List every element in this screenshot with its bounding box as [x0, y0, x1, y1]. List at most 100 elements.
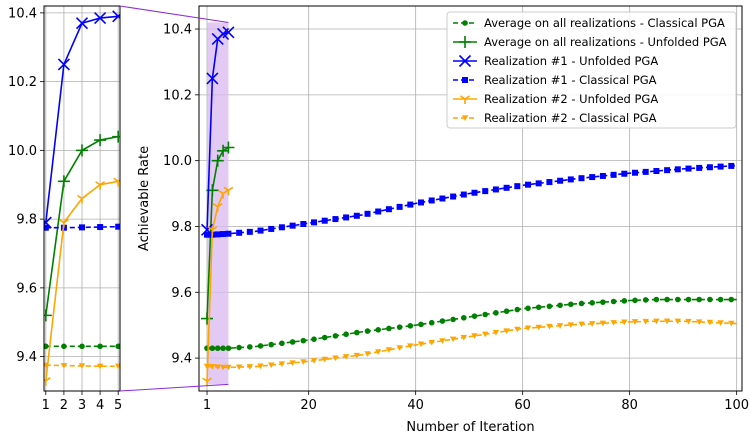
main-data-point	[696, 319, 703, 325]
inset-data-point	[95, 181, 106, 190]
inset-y-tick-label: 10.0	[8, 144, 37, 159]
inset-axes-frame	[43, 5, 121, 392]
inset-data-point	[75, 17, 89, 30]
main-data-point	[450, 316, 456, 323]
main-data-point	[546, 179, 553, 186]
main-data-point	[203, 363, 211, 370]
inset-data-point	[44, 362, 50, 369]
zoom-connector-bottom	[119, 383, 229, 392]
legend-marker	[462, 77, 468, 83]
inset-data-point	[94, 11, 107, 25]
main-data-point	[321, 356, 328, 363]
main-data-point	[375, 326, 382, 333]
main-data-point	[514, 326, 521, 333]
main-data-point	[439, 195, 446, 202]
main-data-point	[663, 318, 671, 325]
main-data-point	[364, 210, 371, 217]
main-data-point	[207, 226, 218, 235]
main-data-point	[206, 72, 219, 85]
main-data-point	[664, 296, 670, 303]
main-data-point	[211, 154, 224, 167]
main-data-point	[407, 343, 414, 349]
main-data-point	[268, 362, 275, 369]
main-data-point	[471, 313, 478, 319]
inset-data-point	[79, 343, 85, 350]
main-data-point	[225, 345, 232, 352]
inset-data-point	[44, 216, 52, 229]
main-data-point	[247, 344, 253, 350]
main-data-point	[621, 298, 628, 304]
main-axes-frame	[198, 5, 743, 392]
main-data-point	[279, 340, 285, 347]
main-data-point	[503, 184, 510, 191]
main-data-point	[685, 296, 692, 303]
legend-marker	[459, 36, 471, 48]
main-data-point	[209, 364, 216, 370]
main-x-tick-label: 40	[407, 398, 424, 413]
main-data-point	[289, 222, 296, 229]
main-data-point	[428, 319, 435, 326]
main-data-point	[471, 333, 478, 339]
main-data-point	[364, 328, 371, 334]
main-data-point	[385, 347, 393, 353]
main-data-point	[218, 189, 229, 199]
main-data-point	[567, 322, 575, 328]
main-data-point	[696, 164, 703, 171]
main-data-point	[599, 172, 606, 179]
main-data-point	[235, 364, 243, 371]
main-data-point	[364, 351, 371, 357]
main-data-point	[503, 308, 510, 315]
inset-data-point	[44, 224, 49, 231]
main-y-axis-label: Achievable Rate	[137, 146, 152, 251]
main-data-point	[321, 217, 328, 224]
inset-data-point	[114, 363, 120, 370]
main-data-point	[386, 325, 392, 332]
main-zoom-highlight	[207, 22, 229, 385]
main-data-point	[674, 318, 682, 325]
main-data-point	[675, 296, 681, 303]
main-data-point	[482, 311, 489, 318]
main-data-point	[289, 339, 296, 345]
main-data-point	[599, 320, 607, 327]
main-data-point	[589, 321, 596, 327]
main-data-point	[220, 345, 226, 352]
main-data-point	[503, 328, 510, 334]
main-data-point	[653, 318, 660, 325]
main-data-point	[589, 300, 596, 306]
legend-entry-realization-2-unfolded-pga: Realization #2 - Unfolded PGA	[484, 92, 658, 106]
inset-x-tick-label: 3	[78, 398, 86, 413]
inset-x-tick-label: 1	[42, 398, 50, 413]
main-data-point	[311, 219, 318, 226]
main-data-point	[600, 299, 606, 305]
main-data-point	[223, 186, 234, 196]
main-data-point	[728, 296, 735, 303]
main-data-point	[653, 296, 660, 303]
main-y-tick-label: 10.2	[163, 88, 192, 103]
main-data-point	[482, 331, 489, 338]
main-data-point	[236, 344, 242, 351]
main-data-point	[353, 212, 360, 219]
main-data-point	[450, 193, 457, 200]
main-data-point	[332, 355, 339, 362]
legend-entry-average-on-all-realizations-unfolded-pga: Average on all realizations - Unfolded P…	[484, 35, 727, 49]
inset-data-point	[76, 144, 88, 157]
main-data-point	[343, 331, 349, 338]
main-x-tick-label: 80	[621, 398, 638, 413]
main-data-point	[246, 364, 254, 370]
legend-marker	[458, 54, 472, 68]
main-plot-area	[200, 26, 737, 387]
main-data-point	[621, 170, 628, 177]
main-data-point	[385, 206, 392, 213]
main-y-tick-label: 9.6	[171, 286, 192, 301]
main-data-point	[492, 329, 500, 336]
inset-data-point	[77, 194, 87, 204]
legend-entry-realization-1-classical-pga: Realization #1 - Classical PGA	[484, 73, 657, 87]
main-data-point	[524, 325, 532, 332]
main-data-point	[492, 186, 499, 193]
main-data-point	[578, 175, 585, 182]
main-data-point	[642, 297, 649, 303]
main-data-point	[471, 189, 478, 196]
main-data-point	[685, 318, 692, 325]
main-y-tick-label: 10.4	[163, 23, 192, 38]
inset-y-tick-label: 9.4	[16, 350, 37, 365]
